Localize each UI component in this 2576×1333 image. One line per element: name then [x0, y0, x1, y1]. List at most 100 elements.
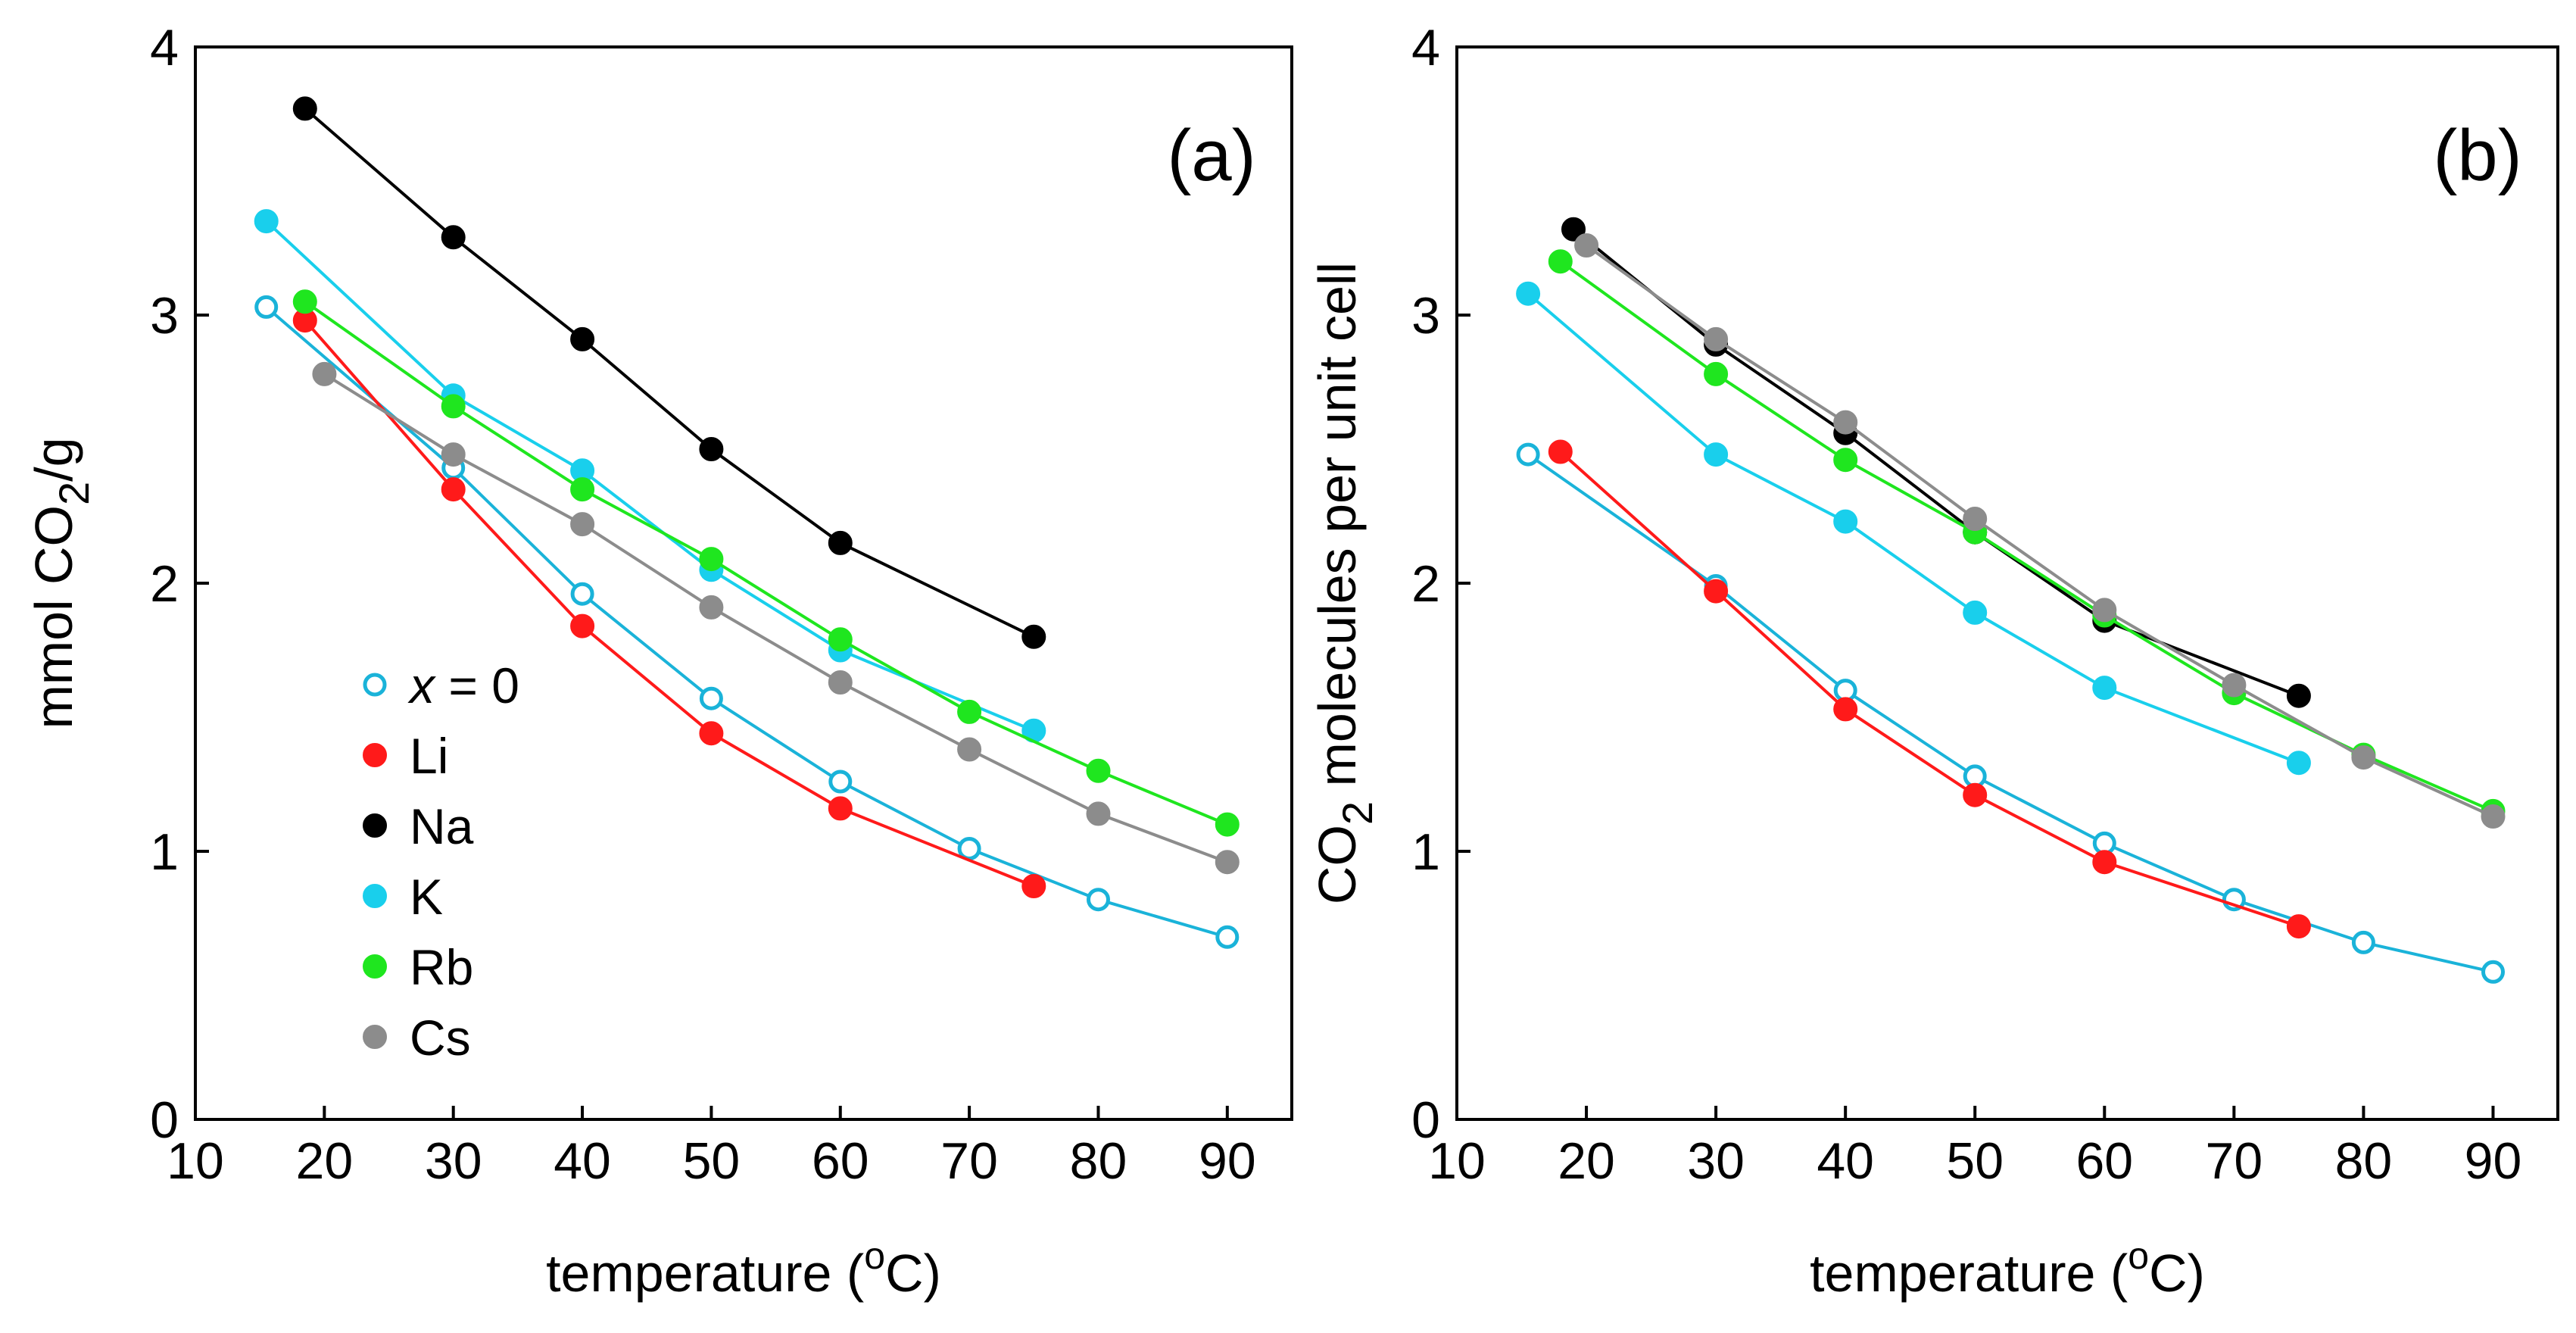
- data-point-Li: [2286, 914, 2311, 939]
- data-point-Cs: [1833, 410, 1858, 435]
- series-Rb-b: [1548, 249, 2506, 823]
- y-tick-label-a: 3: [150, 287, 179, 345]
- series-Na-a: [292, 96, 1046, 649]
- x-tick-label-b: 40: [1817, 1132, 1874, 1190]
- series-Li-b: [1548, 439, 2311, 939]
- data-point-Cs: [1086, 801, 1111, 826]
- data-point-Na: [2286, 683, 2311, 708]
- data-point-Li: [1704, 579, 1729, 604]
- data-point-Cs: [2222, 673, 2247, 698]
- data-point-x0: [1516, 442, 1540, 467]
- x-tick-label-b: 50: [1946, 1132, 2004, 1190]
- legend-label-Li: Li: [410, 728, 448, 784]
- panel-label-b: (b): [2433, 115, 2521, 196]
- data-point-Cs: [312, 361, 337, 386]
- data-point-x0: [2481, 960, 2505, 984]
- series-line-Li: [304, 319, 1035, 888]
- x-tick-label-b: 80: [2335, 1132, 2393, 1190]
- x-tick-label-a: 60: [812, 1132, 869, 1190]
- panel-label-a: (a): [1167, 115, 1255, 196]
- plot-frame-a: [194, 45, 1293, 1121]
- x-tick-label-a: 80: [1070, 1132, 1127, 1190]
- data-point-Na: [699, 437, 724, 461]
- legend-label-Cs: Cs: [410, 1010, 471, 1066]
- x-tick-label-b: 10: [1428, 1132, 1486, 1190]
- x-tick-label-b: 90: [2465, 1132, 2522, 1190]
- data-point-Cs: [828, 670, 853, 695]
- x-tick-label-a: 30: [425, 1132, 482, 1190]
- data-point-Na: [1561, 217, 1586, 242]
- data-point-K: [1963, 600, 1988, 625]
- y-tick-label-a: 2: [150, 555, 179, 613]
- series-line-Rb: [304, 300, 1228, 826]
- data-point-Cs: [699, 595, 724, 620]
- series-K-b: [1516, 281, 2311, 776]
- x-tick-label-b: 30: [1687, 1132, 1745, 1190]
- data-point-Cs: [1574, 233, 1599, 258]
- data-point-Cs: [1963, 507, 1988, 531]
- data-point-Na: [441, 225, 466, 250]
- y-tick-label-b: 2: [1411, 555, 1440, 613]
- y-axis-title-b: CO2 molecules per unit cell: [1308, 262, 1381, 904]
- data-point-Cs: [570, 512, 595, 537]
- data-point-Li: [1963, 782, 1988, 807]
- x-tick-label-b: 20: [1558, 1132, 1615, 1190]
- panel-b: 10 20 30 40 50 60 70 80 90 0 1 2 3 4 temperature (oC) C…: [1308, 19, 2559, 1303]
- data-point-x0: [1087, 888, 1110, 912]
- y-tick-label-a: 0: [150, 1091, 179, 1149]
- series-line-Na: [304, 107, 1035, 638]
- legend-marker-Cs: [363, 1025, 387, 1049]
- y-tick-label-a: 4: [150, 19, 179, 76]
- x-axis-title-a: temperature (oC): [546, 1235, 941, 1303]
- y-tick-label-b: 0: [1411, 1091, 1440, 1149]
- x-tick-label-a: 10: [167, 1132, 224, 1190]
- data-point-Na: [1021, 624, 1046, 649]
- legend-label-x0: x = 0: [407, 657, 519, 713]
- data-point-Li: [699, 721, 724, 746]
- data-point-Li: [1548, 439, 1573, 464]
- data-point-x0: [957, 837, 981, 860]
- data-point-Na: [292, 96, 317, 121]
- data-point-Li: [828, 796, 853, 821]
- series-K-a: [254, 209, 1046, 743]
- series-line-Cs: [323, 373, 1228, 864]
- data-point-Cs: [2351, 745, 2376, 770]
- x-tick-label-a: 50: [683, 1132, 741, 1190]
- data-point-Cs: [1215, 850, 1240, 875]
- legend-marker-x0: [363, 673, 387, 697]
- series-Cs-a: [312, 361, 1240, 875]
- legend: x = 0 Li Na K Rb Cs: [363, 657, 519, 1066]
- data-point-x0: [570, 582, 594, 606]
- data-point-Rb: [699, 547, 724, 572]
- data-point-Rb: [828, 627, 853, 652]
- data-point-K: [2092, 676, 2117, 701]
- data-point-K: [1704, 442, 1729, 467]
- data-point-K: [1833, 509, 1858, 534]
- data-point-K: [254, 209, 279, 234]
- data-point-K: [1516, 281, 1541, 306]
- y-tick-label-b: 4: [1411, 19, 1440, 76]
- series-x0-b: [1516, 442, 2505, 984]
- series-Rb-a: [292, 289, 1240, 837]
- data-point-x0: [699, 686, 723, 710]
- data-point-Li: [1021, 874, 1046, 898]
- data-point-Rb: [957, 699, 982, 724]
- x-tick-label-a: 40: [554, 1132, 611, 1190]
- legend-label-Na: Na: [410, 798, 474, 854]
- plot-frame-b: [1455, 45, 2559, 1121]
- data-point-x0: [1215, 925, 1240, 949]
- panel-a: 10 20 30 40 50 60 70 80 90 0 1 2 3 4 temperature (oC) m…: [24, 19, 1293, 1303]
- y-axis-title-a: mmol CO2/g: [24, 437, 98, 729]
- y-tick-label-a: 1: [150, 823, 179, 881]
- data-point-Rb: [1833, 448, 1858, 473]
- data-point-Na: [570, 326, 595, 351]
- series-line-K: [1527, 292, 2300, 765]
- data-point-Li: [2092, 850, 2117, 875]
- series-x0-a: [254, 295, 1240, 949]
- series-Li-a: [292, 308, 1046, 898]
- y-tick-label-b: 3: [1411, 287, 1440, 345]
- legend-label-K: K: [410, 869, 443, 925]
- data-point-Cs: [441, 442, 466, 467]
